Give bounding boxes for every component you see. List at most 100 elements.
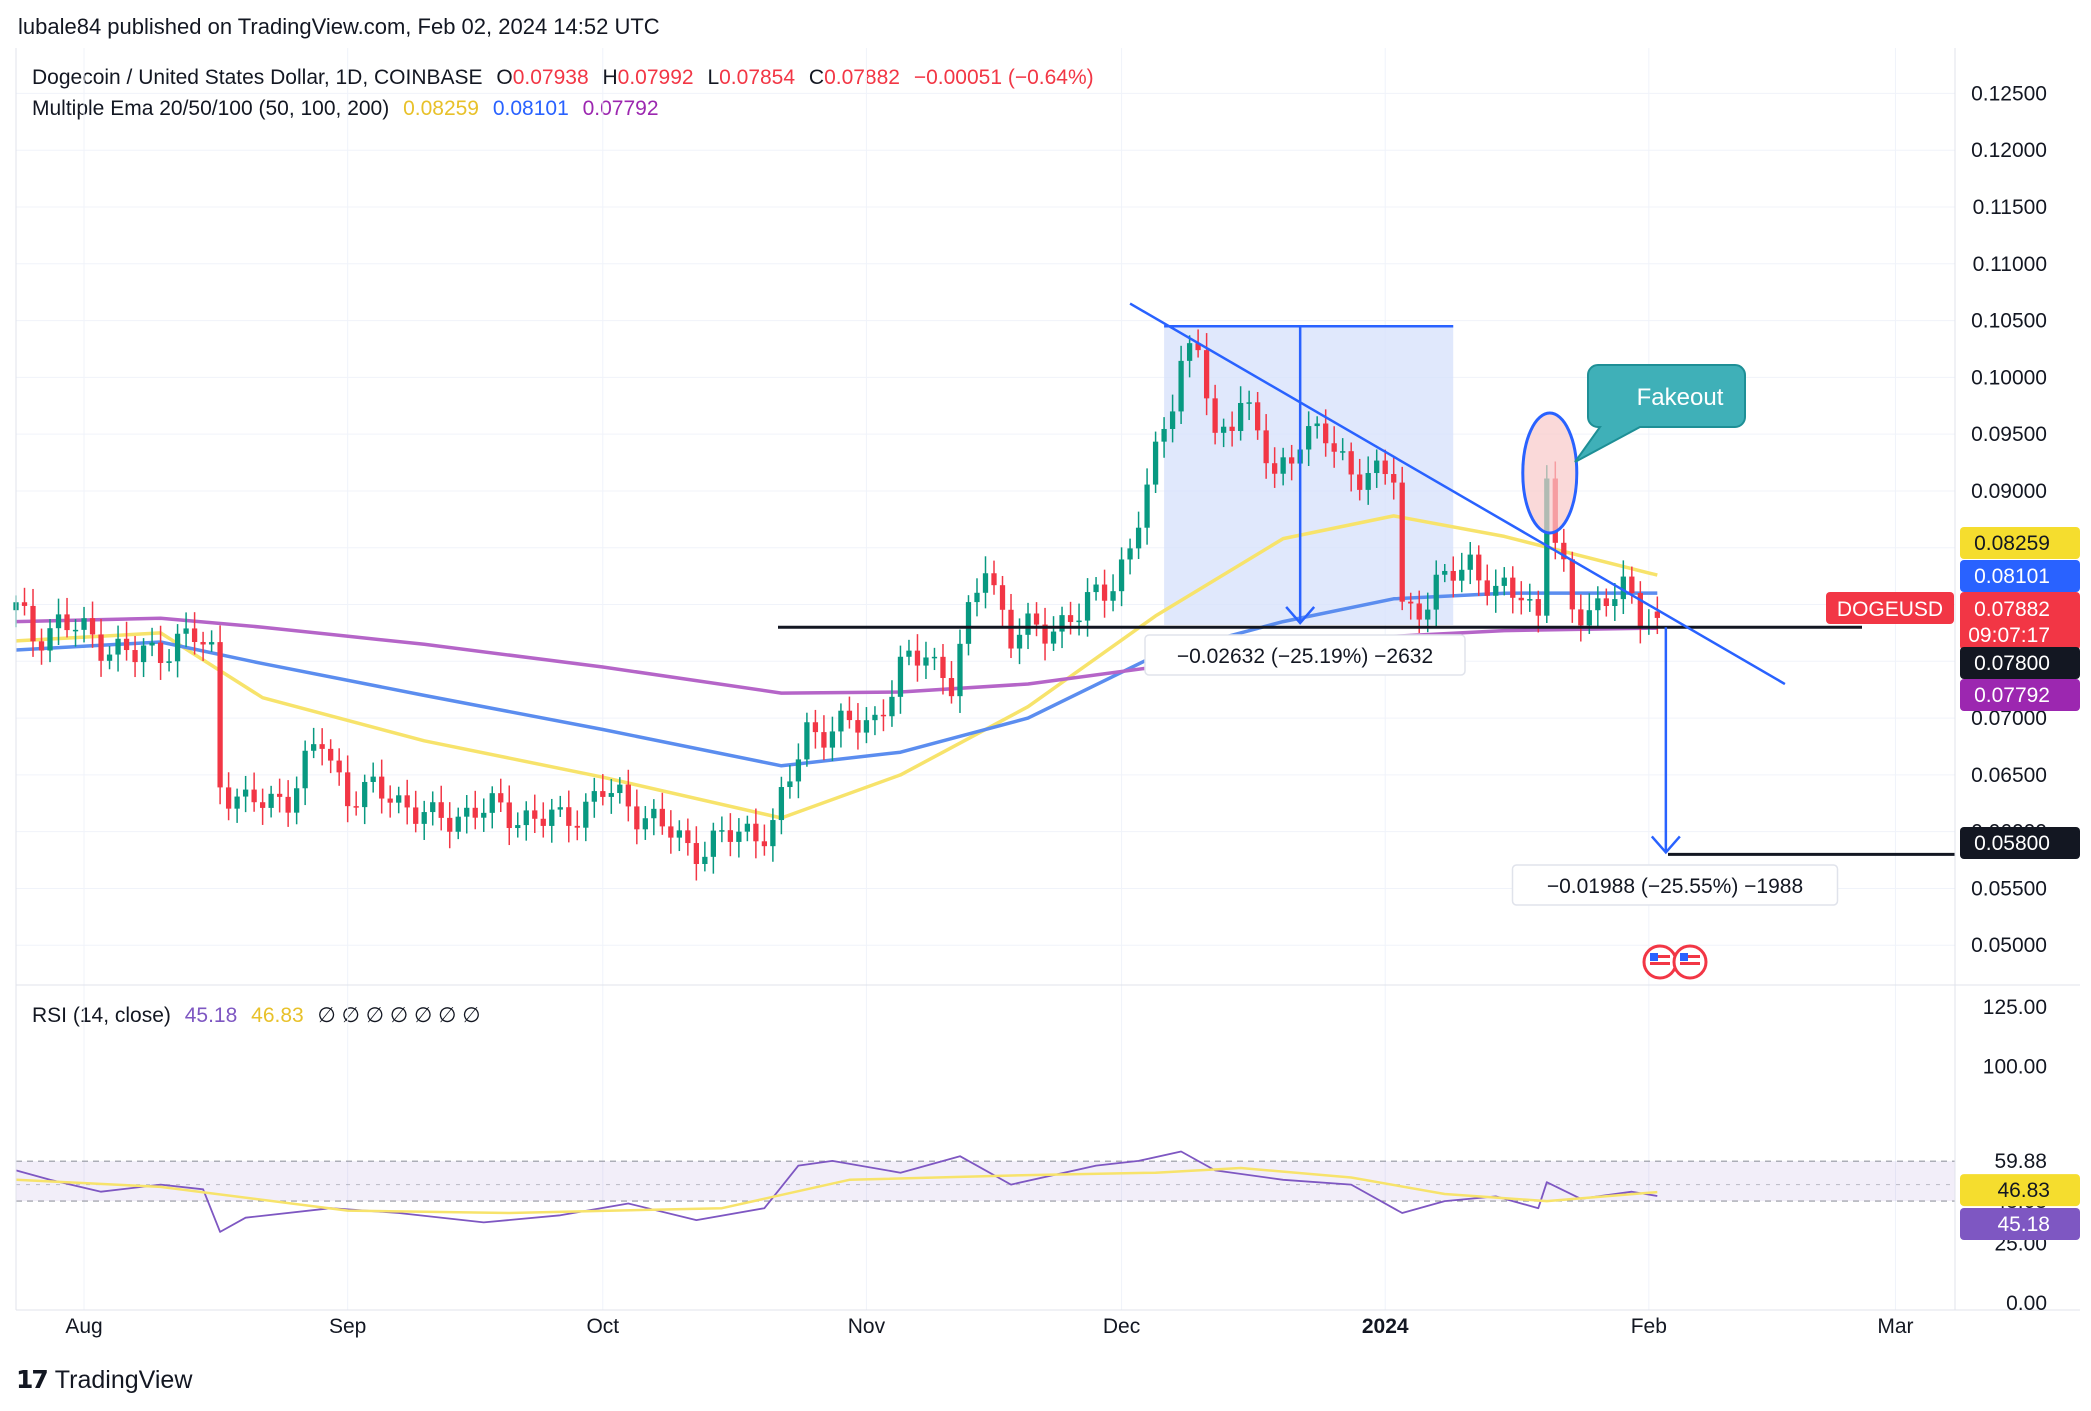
candle-body xyxy=(1340,451,1346,453)
candle-body xyxy=(1306,426,1312,450)
symbol-name[interactable]: Dogecoin / United States Dollar, 1D, COI… xyxy=(32,66,483,89)
drawings: −0.02632 (−25.19%) −2632 −0.01988 (−25.55… xyxy=(778,302,1955,980)
us-flag-stripe-icon xyxy=(1650,955,1670,958)
rsi-band-fill xyxy=(16,1161,1955,1202)
us-flag-stripe-icon xyxy=(1680,955,1700,958)
rsi-ma-value: 46.83 xyxy=(251,1004,304,1027)
candle-body xyxy=(379,776,385,799)
candle-body xyxy=(1237,402,1244,431)
candle-body xyxy=(872,714,878,721)
candle-body xyxy=(1476,554,1482,581)
tradingview-logo-icon: 𝟭𝟳 xyxy=(16,1366,49,1394)
candle-body xyxy=(362,781,368,808)
candle-body xyxy=(1467,554,1473,570)
rsi-tick-label: 0.00 xyxy=(2006,1292,2047,1315)
candle-body xyxy=(1425,609,1431,620)
candle-body xyxy=(1501,577,1507,586)
descending-trendline xyxy=(1129,302,1786,686)
open-value: 0.07938 xyxy=(512,66,589,89)
candle-body xyxy=(276,793,283,797)
footer-brand: TradingView xyxy=(54,1365,193,1394)
measure-label-1: −0.02632 (−25.19%) −2632 xyxy=(1177,645,1433,668)
candle-body xyxy=(1050,631,1057,644)
candle-body xyxy=(1450,570,1456,581)
ema-line-0 xyxy=(15,514,1658,820)
price-tick-label: 0.05000 xyxy=(1971,934,2047,957)
candle-body xyxy=(583,801,589,828)
candle-body xyxy=(1195,343,1201,351)
candle-body xyxy=(1118,559,1125,592)
candle-body xyxy=(753,823,759,842)
candle-body xyxy=(166,661,172,663)
ema-name[interactable]: Multiple Ema 20/50/100 (50, 100, 200) xyxy=(32,97,390,120)
time-tick-label: Aug xyxy=(65,1315,102,1338)
candle-body xyxy=(47,628,53,651)
tag-last-bg xyxy=(1960,592,2080,650)
candle-body xyxy=(1561,542,1567,560)
candle-body xyxy=(455,816,461,832)
candle-body xyxy=(123,638,130,651)
candle-body xyxy=(974,592,980,603)
fakeout-callout-text: Fakeout xyxy=(1637,384,1724,411)
candle-body xyxy=(1212,398,1218,433)
candle-body xyxy=(719,830,725,832)
candle-body xyxy=(1008,609,1014,649)
candle-body xyxy=(1127,548,1133,560)
candle-body xyxy=(906,650,912,657)
candle-body xyxy=(1042,624,1048,644)
candle-body xyxy=(948,678,955,697)
candle-body xyxy=(506,802,512,829)
candle-body xyxy=(855,720,861,733)
candle-body xyxy=(838,710,844,732)
measure-arrow-2-head xyxy=(1650,835,1681,855)
candle-body xyxy=(430,802,436,813)
candle-body xyxy=(1101,584,1108,601)
candle-body xyxy=(489,793,495,813)
candle-body xyxy=(804,722,810,760)
candle-body xyxy=(1391,474,1397,483)
candle-body xyxy=(1076,620,1082,623)
price-tick-label: 0.12000 xyxy=(1971,139,2047,162)
ema-legend: Multiple Ema 20/50/100 (50, 100, 200) 0.… xyxy=(32,97,659,121)
candle-body xyxy=(1280,457,1286,474)
tag-symbol: DOGEUSD xyxy=(1837,598,1943,621)
candle-body xyxy=(259,802,266,808)
ema100-value: 0.08101 xyxy=(492,97,569,120)
candle-body xyxy=(1093,584,1099,593)
candle-body xyxy=(1135,527,1142,549)
candle-body xyxy=(200,642,206,645)
tag-ema200: 0.07792 xyxy=(1974,684,2050,707)
publisher-line: lubale84 published on TradingView.com, F… xyxy=(18,14,660,39)
candle-body xyxy=(438,802,444,818)
tag-rsi-ma-bg xyxy=(1960,1174,2080,1207)
candle-body xyxy=(1612,599,1618,607)
tag-ema100-bg xyxy=(1960,560,2080,592)
candle-body xyxy=(1272,463,1278,474)
footer-logo[interactable]: 𝟭𝟳 TradingView xyxy=(16,1365,192,1395)
candle-body xyxy=(98,634,104,661)
candle-body xyxy=(370,776,376,782)
candle-body xyxy=(642,818,648,830)
candle-body xyxy=(1535,599,1541,616)
price-tags: 0.08259 0.08101 DOGEUSD 0.07882 09:07:17 0.07… xyxy=(1826,527,2080,1240)
tag-rsi-ma: 46.83 xyxy=(1997,1179,2050,1202)
ema50-value: 0.08259 xyxy=(403,97,479,120)
price-tick-label: 0.09500 xyxy=(1971,423,2047,446)
candle-body xyxy=(1399,482,1405,602)
candle-body xyxy=(183,628,189,634)
rsi-name[interactable]: RSI (14, close) xyxy=(32,1004,171,1027)
candle-body xyxy=(566,807,572,826)
candle-body xyxy=(795,759,802,782)
candle-body xyxy=(1186,343,1193,361)
candle-body xyxy=(285,796,291,813)
candle-body xyxy=(999,585,1006,610)
candle-body xyxy=(1510,577,1516,598)
candle-body xyxy=(413,807,419,824)
candle-body xyxy=(1033,613,1040,625)
candle-body xyxy=(1637,593,1643,627)
price-tick-label: 0.05500 xyxy=(1971,877,2047,900)
candle-body xyxy=(1084,592,1091,621)
tag-countdown: 09:07:17 xyxy=(1968,624,2050,647)
candle-body xyxy=(617,784,623,794)
